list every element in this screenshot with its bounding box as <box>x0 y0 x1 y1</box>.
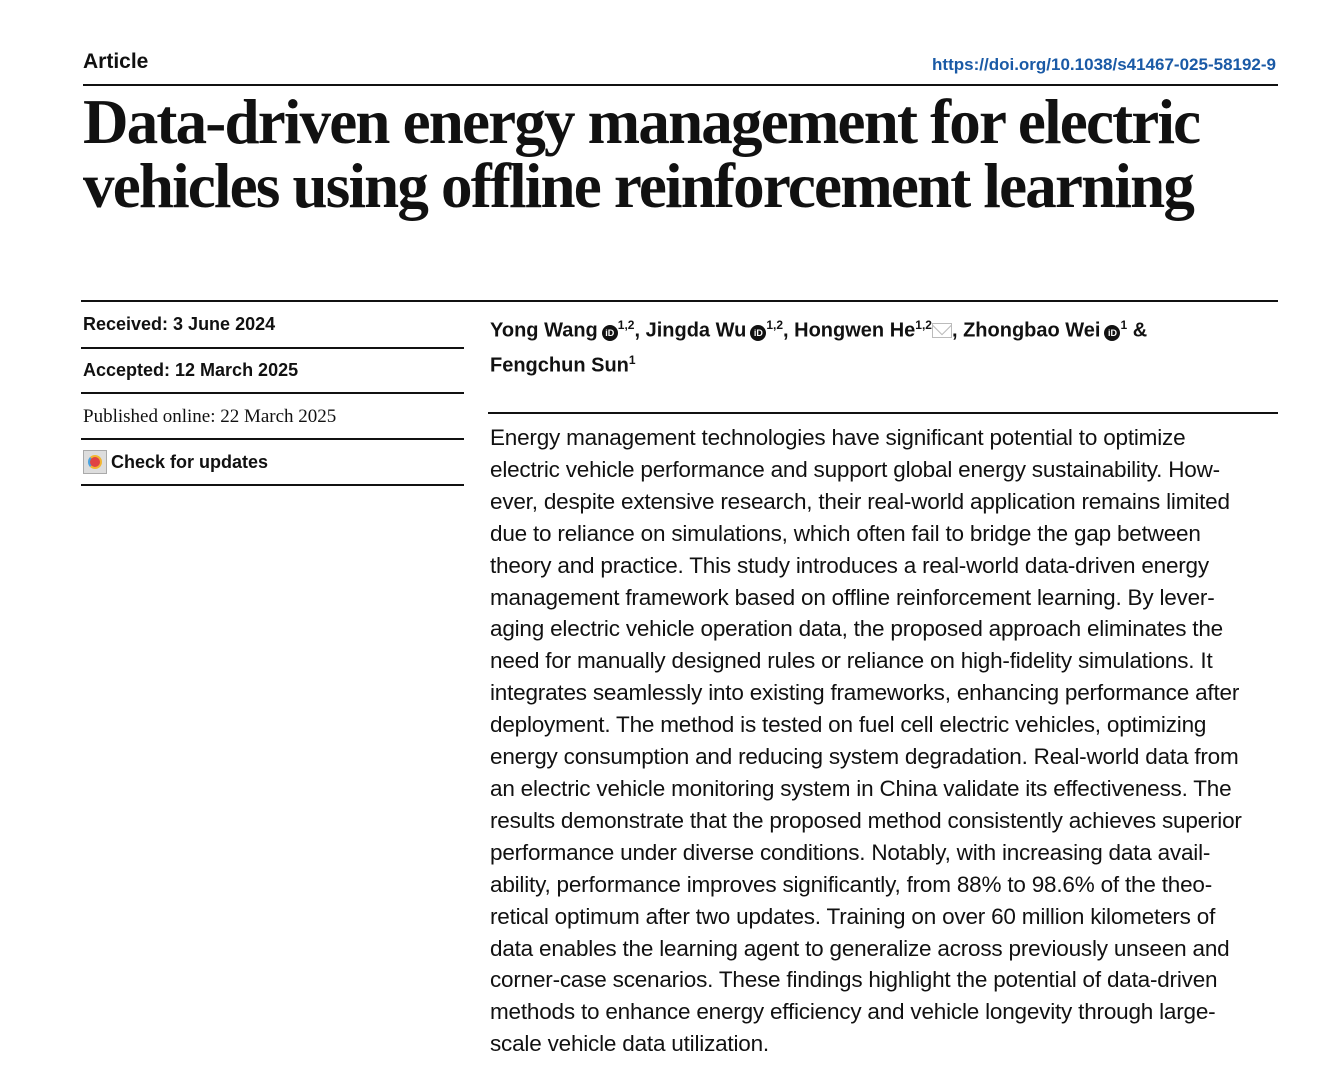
author-name[interactable]: Zhongbao Wei <box>963 319 1101 342</box>
author-list: Yong Wang iD1,2, Jingda Wu iD1,2, Hongwen … <box>490 318 1148 377</box>
abstract-line: ever, despite extensive research, their … <box>490 488 1230 514</box>
affiliation-marker: 1,2 <box>766 318 784 332</box>
check-for-updates-label: Check for updates <box>111 451 269 472</box>
accepted-date: Accepted: 12 March 2025 <box>83 360 299 380</box>
author-name[interactable]: Fengchun Sun <box>490 354 629 377</box>
article-type: Article <box>83 50 149 73</box>
check-for-updates-icon <box>83 450 107 474</box>
abstract-line: scale vehicle data utilization. <box>490 1031 769 1057</box>
title-line: vehicles using offline reinforcement lea… <box>83 151 1195 221</box>
author-name[interactable]: Hongwen He <box>794 319 916 342</box>
divider <box>81 392 464 394</box>
abstract-line: corner-case scenarios. These findings hi… <box>490 967 1218 993</box>
abstract-line: Energy management technologies have sign… <box>490 425 1186 450</box>
published-date: Published online: 22 March 2025 <box>83 406 337 427</box>
author-name[interactable]: Yong Wang <box>490 319 598 342</box>
orcid-icon[interactable]: iD <box>1104 324 1121 341</box>
abstract-line: electric vehicle performance and support… <box>490 456 1220 482</box>
divider <box>488 412 1278 414</box>
divider <box>81 347 464 349</box>
doi-link[interactable]: https://doi.org/10.1038/s41467-025-58192… <box>932 55 1276 74</box>
abstract-line: integrates seamlessly into existing fram… <box>490 680 1240 706</box>
abstract-line: results demonstrate that the proposed me… <box>490 807 1242 833</box>
abstract-line: deployment. The method is tested on fuel… <box>490 712 1207 738</box>
mail-icon[interactable] <box>931 322 952 338</box>
divider <box>81 438 464 440</box>
abstract-line: ability, performance improves significan… <box>490 871 1213 897</box>
abstract-line: theory and practice. This study introduc… <box>490 552 1209 578</box>
orcid-icon[interactable]: iD <box>601 324 618 341</box>
abstract-line: data enables the learning agent to gener… <box>490 935 1230 961</box>
abstract-line: energy consumption and reducing system d… <box>490 744 1239 770</box>
abstract-line: performance under diverse conditions. No… <box>490 839 1211 865</box>
affiliation-marker: 1 <box>1120 318 1128 332</box>
abstract-line: retical optimum after two updates. Train… <box>490 903 1216 929</box>
title-line: Data-driven energy management for electr… <box>83 87 1201 157</box>
affiliation-marker: 1,2 <box>915 318 932 332</box>
abstract-line: aging electric vehicle operation data, t… <box>490 616 1223 642</box>
paper-title: Data-driven energy management for electr… <box>83 90 1283 218</box>
abstract: Energy management technologies have sign… <box>490 422 1242 1060</box>
author-name[interactable]: Jingda Wu <box>645 319 747 342</box>
divider <box>81 484 464 486</box>
divider <box>81 300 1278 302</box>
abstract-line: an electric vehicle monitoring system in… <box>490 775 1232 801</box>
received-date: Received: 3 June 2024 <box>83 314 276 334</box>
abstract-line: due to reliance on simulations, which of… <box>490 520 1201 546</box>
check-for-updates-button[interactable]: Check for updates <box>83 450 268 474</box>
affiliation-marker: 1,2 <box>617 318 635 332</box>
orcid-icon[interactable]: iD <box>750 324 767 341</box>
abstract-line: need for manually designed rules or reli… <box>490 648 1213 674</box>
divider <box>83 84 1278 86</box>
abstract-line: methods to enhance energy efficiency and… <box>490 999 1216 1025</box>
affiliation-marker: 1 <box>628 352 636 367</box>
abstract-line: management framework based on offline re… <box>490 584 1215 610</box>
